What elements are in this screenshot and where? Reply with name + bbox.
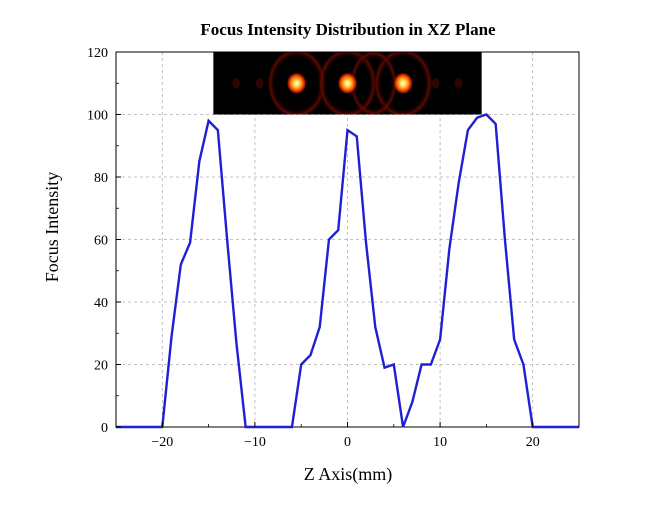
x-tick-label: −10 bbox=[244, 435, 266, 450]
series-line bbox=[116, 113, 579, 429]
intensity-inset-image bbox=[213, 52, 482, 115]
y-tick-label: 40 bbox=[94, 296, 108, 311]
y-ticks: 0 20 40 60 80 100 120 bbox=[87, 46, 121, 436]
y-tick-label: 20 bbox=[94, 359, 108, 374]
x-tick-label: 10 bbox=[433, 435, 447, 450]
y-tick-label: 80 bbox=[94, 171, 108, 186]
y-axis-label: Focus Intensity bbox=[42, 172, 62, 283]
x-axis-label: Z Axis(mm) bbox=[304, 464, 393, 485]
inset-ring bbox=[349, 52, 398, 115]
inset-sidelobe bbox=[255, 78, 264, 89]
inset-sidelobe bbox=[232, 78, 241, 89]
y-tick-label: 60 bbox=[94, 234, 108, 249]
x-tick-label: −20 bbox=[151, 435, 173, 450]
inset-focal-spot bbox=[337, 72, 358, 95]
inset-focal-spot bbox=[286, 72, 307, 95]
chart-title: Focus Intensity Distribution in XZ Plane bbox=[200, 20, 496, 39]
y-tick-label: 0 bbox=[101, 421, 108, 436]
inset-sidelobe bbox=[454, 78, 463, 89]
series-group bbox=[116, 113, 579, 429]
x-ticks: −20 −10 0 10 20 bbox=[115, 422, 580, 450]
y-tick-label: 100 bbox=[87, 109, 108, 124]
y-tick-label: 120 bbox=[87, 46, 108, 61]
inset-sidelobe bbox=[431, 78, 440, 89]
inset-focal-spot bbox=[393, 72, 414, 95]
x-tick-label: 0 bbox=[344, 435, 351, 450]
x-tick-label: 20 bbox=[526, 435, 540, 450]
